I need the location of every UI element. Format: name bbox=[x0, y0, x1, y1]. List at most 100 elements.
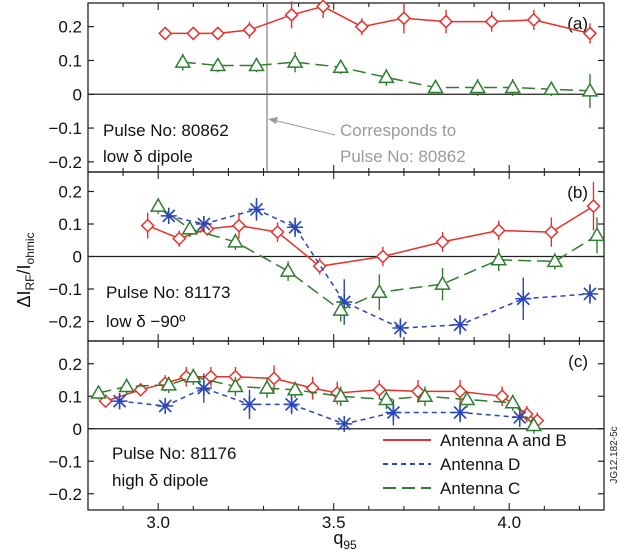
data-point-ab bbox=[316, 0, 331, 14]
data-point-d bbox=[241, 396, 258, 413]
y-tick-label: 0.1 bbox=[58, 387, 82, 406]
data-point-ab bbox=[158, 26, 173, 41]
data-point-d bbox=[195, 216, 212, 232]
data-point-ab bbox=[270, 225, 285, 240]
data-point-d bbox=[157, 398, 174, 414]
data-point-ab bbox=[491, 223, 506, 238]
data-point-c bbox=[546, 252, 564, 268]
data-point-c bbox=[286, 53, 304, 68]
data-point-c bbox=[371, 283, 388, 298]
data-point-d-stroke-3 bbox=[386, 405, 400, 420]
y-tick-label: 0.2 bbox=[58, 355, 82, 374]
data-point-ab bbox=[544, 225, 559, 240]
data-point-d-stroke-3 bbox=[516, 292, 530, 306]
data-point-ab bbox=[140, 218, 155, 233]
data-point-c bbox=[90, 384, 107, 399]
data-point-c bbox=[427, 79, 444, 94]
data-point-d-stroke-3 bbox=[242, 397, 257, 411]
data-point-d-stroke-3 bbox=[393, 321, 407, 335]
series-d bbox=[160, 198, 598, 338]
panel-1: 0.2 0.1 0 −0.1 −0.2 (a) Pulse No: 80862 low δ d… bbox=[48, 0, 605, 173]
data-point-ab bbox=[582, 26, 598, 41]
data-point-ab bbox=[586, 199, 601, 214]
y-tick-label: 0 bbox=[73, 85, 82, 104]
legend: Antenna A and B Antenna D Antenna C bbox=[383, 431, 567, 498]
callout-arrow-head bbox=[268, 117, 278, 124]
y-tick-label: 0.2 bbox=[58, 18, 82, 37]
data-point-c bbox=[286, 381, 304, 396]
callout-text-line: Corresponds to bbox=[340, 121, 456, 140]
data-point-ab bbox=[396, 11, 411, 26]
series-c bbox=[149, 197, 606, 322]
series-line-d bbox=[168, 208, 591, 329]
data-point-c bbox=[378, 68, 395, 84]
data-point-d-stroke-3 bbox=[113, 394, 127, 408]
y-tick-label: −0.2 bbox=[48, 485, 82, 504]
series-c bbox=[174, 52, 599, 108]
y-tick-label: 0 bbox=[73, 420, 82, 439]
panel-3: 0.2 0.1 0 −0.1 −0.2 (c) Pulse No: 81176 high δ … bbox=[48, 340, 605, 511]
data-point-ab bbox=[284, 7, 299, 22]
pulse-annotation-line: Pulse No: 81173 bbox=[106, 283, 230, 302]
data-point-d bbox=[392, 320, 409, 336]
series-line-c bbox=[157, 205, 598, 311]
data-point-ab bbox=[484, 14, 499, 29]
data-point-c bbox=[332, 387, 350, 402]
data-point-c bbox=[209, 57, 227, 72]
data-point-d-stroke-3 bbox=[197, 217, 211, 231]
data-point-ab bbox=[354, 19, 369, 34]
y-tick-label: 0.1 bbox=[58, 215, 82, 234]
data-point-ab bbox=[435, 234, 450, 249]
legend-label-c: Antenna C bbox=[440, 479, 520, 498]
data-point-ab bbox=[266, 371, 282, 386]
legend-label-d: Antenna D bbox=[440, 455, 520, 474]
data-point-d-stroke-3 bbox=[162, 209, 176, 223]
data-point-ab bbox=[372, 382, 387, 397]
data-point-c bbox=[279, 262, 297, 277]
y-tick-label: −0.2 bbox=[48, 313, 82, 332]
data-point-c bbox=[332, 301, 350, 316]
data-point-d-stroke-3 bbox=[453, 318, 467, 332]
data-point-ab bbox=[495, 389, 510, 404]
data-point-d bbox=[336, 415, 353, 432]
data-point-d bbox=[111, 393, 128, 410]
panel-label: (a) bbox=[567, 14, 588, 33]
y-tick-label: −0.2 bbox=[48, 153, 82, 172]
data-point-d-stroke-3 bbox=[197, 381, 211, 395]
data-point-c bbox=[434, 275, 451, 290]
data-point-ab bbox=[231, 218, 246, 233]
panel-label: (c) bbox=[568, 352, 588, 371]
data-point-c bbox=[227, 233, 244, 248]
data-point-c bbox=[160, 376, 178, 391]
data-point-d bbox=[283, 396, 300, 413]
series-c bbox=[90, 368, 543, 434]
y-tick-label: 0.2 bbox=[58, 183, 82, 202]
data-point-c bbox=[227, 378, 244, 393]
callout-arrow-shaft bbox=[272, 119, 336, 136]
data-point-c bbox=[378, 391, 395, 406]
data-point-d bbox=[452, 404, 469, 421]
x-tick-label: 3.5 bbox=[322, 513, 346, 532]
pulse-annotation-line: low δ −90º bbox=[106, 312, 185, 331]
panel-label: (b) bbox=[567, 183, 588, 202]
legend-label-ab: Antenna A and B bbox=[440, 431, 567, 450]
data-point-c bbox=[258, 379, 276, 394]
data-point-d-stroke-3 bbox=[453, 405, 467, 420]
data-point-ab bbox=[438, 14, 454, 29]
data-point-d-stroke-3 bbox=[285, 397, 299, 411]
data-point-ab bbox=[526, 12, 541, 27]
data-point-d bbox=[581, 285, 598, 302]
series-line-ab bbox=[165, 5, 591, 35]
data-point-d-stroke-3 bbox=[513, 410, 527, 424]
data-point-d-stroke-3 bbox=[337, 417, 351, 431]
data-point-d-stroke-3 bbox=[249, 202, 264, 216]
y-tick-label: 0 bbox=[73, 248, 82, 267]
data-point-c bbox=[416, 387, 434, 402]
data-point-d bbox=[515, 290, 532, 307]
data-point-d bbox=[452, 316, 469, 333]
pulse-annotation-line: Pulse No: 80862 bbox=[103, 121, 229, 140]
y-tick-label: −0.1 bbox=[48, 280, 82, 299]
data-point-c bbox=[490, 251, 507, 266]
pulse-annotation-line: high δ dipole bbox=[112, 471, 208, 490]
